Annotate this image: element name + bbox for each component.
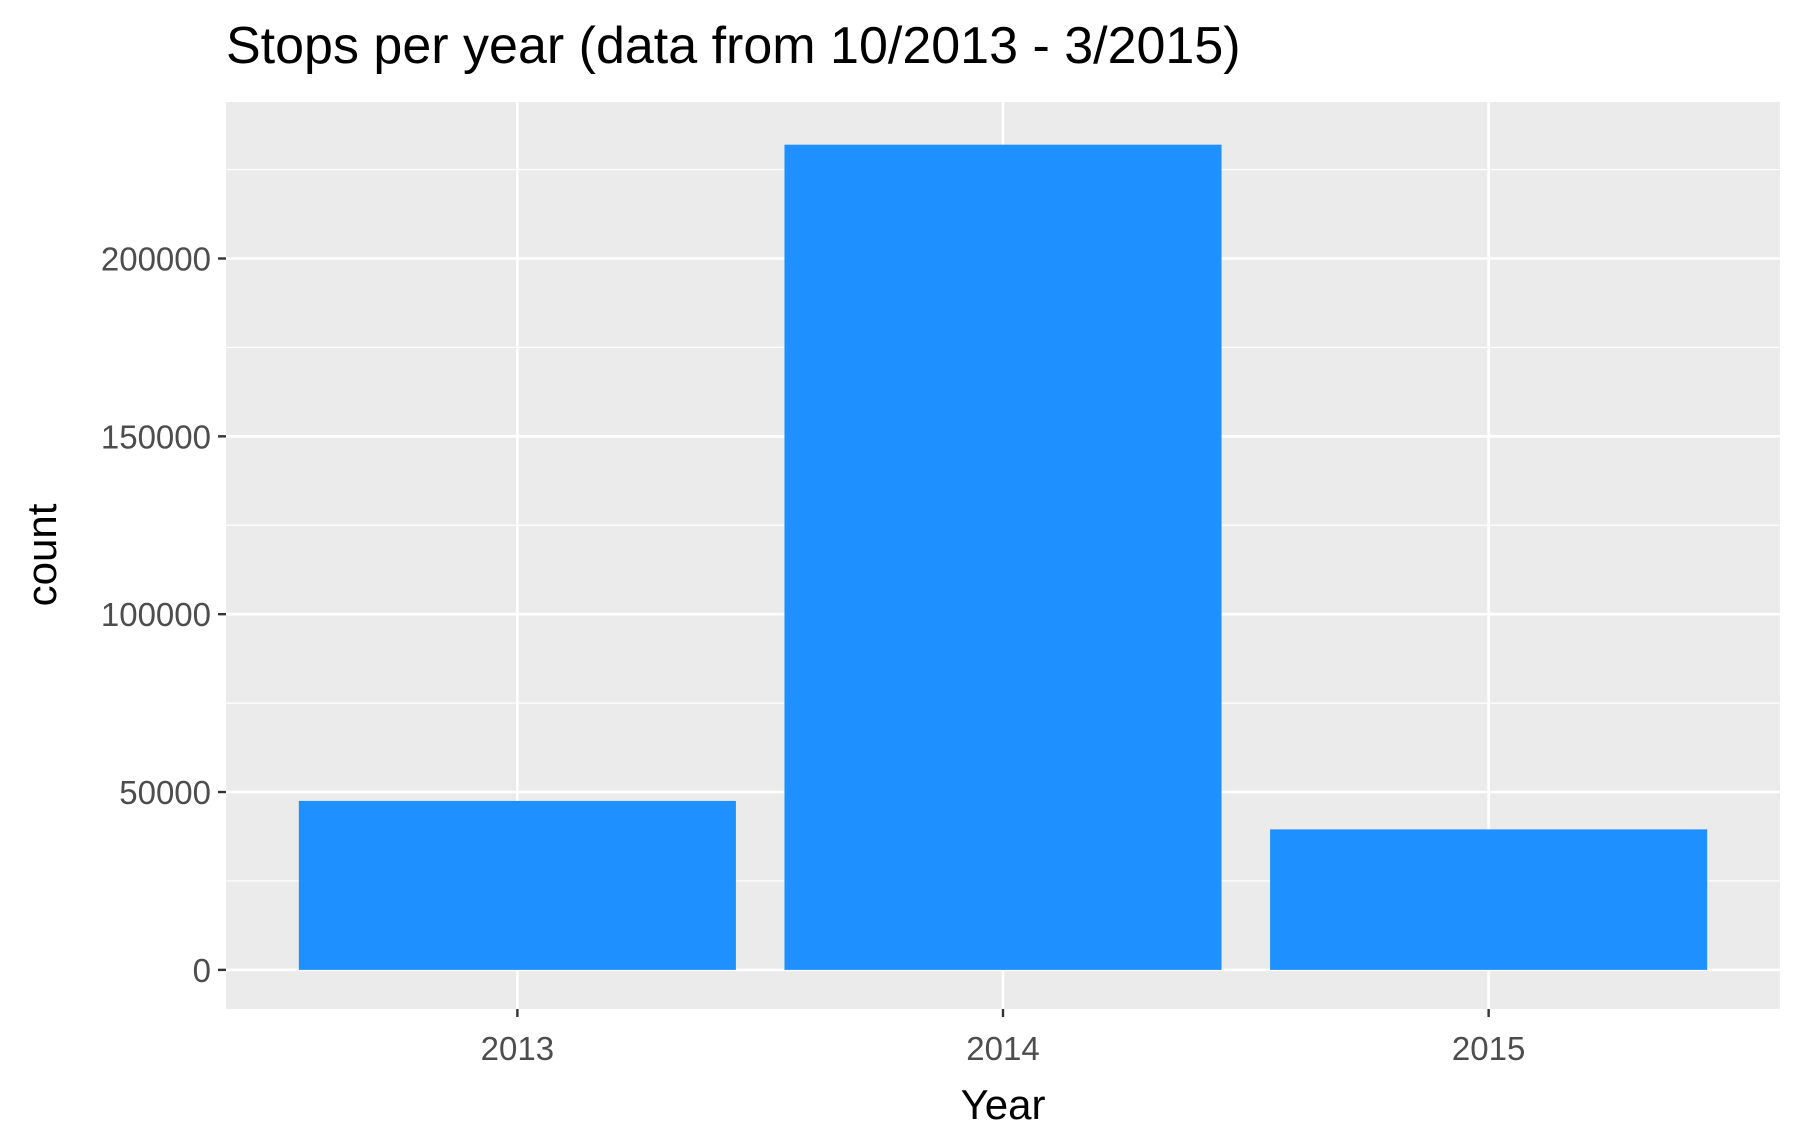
- y-tick-label: 200000: [101, 241, 211, 278]
- bar-2015: [1270, 829, 1708, 970]
- bar-2013: [298, 800, 736, 970]
- x-tick-label: 2014: [966, 1030, 1039, 1067]
- chart-title: Stops per year (data from 10/2013 - 3/20…: [226, 17, 1241, 75]
- y-tick-label: 100000: [101, 596, 211, 633]
- y-axis: 0 50000 100000 150000 200000: [101, 241, 226, 989]
- bar-2014: [784, 144, 1222, 970]
- y-axis-title: count: [18, 503, 65, 606]
- x-tick-label: 2015: [1452, 1030, 1525, 1067]
- x-axis-title: Year: [961, 1081, 1046, 1128]
- y-tick-label: 50000: [119, 774, 211, 811]
- x-tick-label: 2013: [481, 1030, 554, 1067]
- bars: [298, 144, 1708, 970]
- y-tick-label: 0: [193, 952, 211, 989]
- y-tick-label: 150000: [101, 418, 211, 455]
- x-axis: 2013 2014 2015: [481, 1009, 1525, 1067]
